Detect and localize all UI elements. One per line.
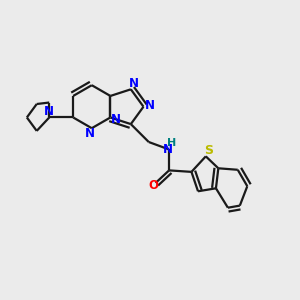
Text: N: N: [84, 127, 94, 140]
Text: N: N: [111, 113, 121, 126]
Text: N: N: [44, 105, 54, 118]
Text: O: O: [148, 179, 158, 192]
Text: N: N: [145, 99, 155, 112]
Text: S: S: [204, 145, 213, 158]
Text: N: N: [129, 77, 139, 90]
Text: N: N: [163, 143, 172, 156]
Text: H: H: [167, 138, 177, 148]
